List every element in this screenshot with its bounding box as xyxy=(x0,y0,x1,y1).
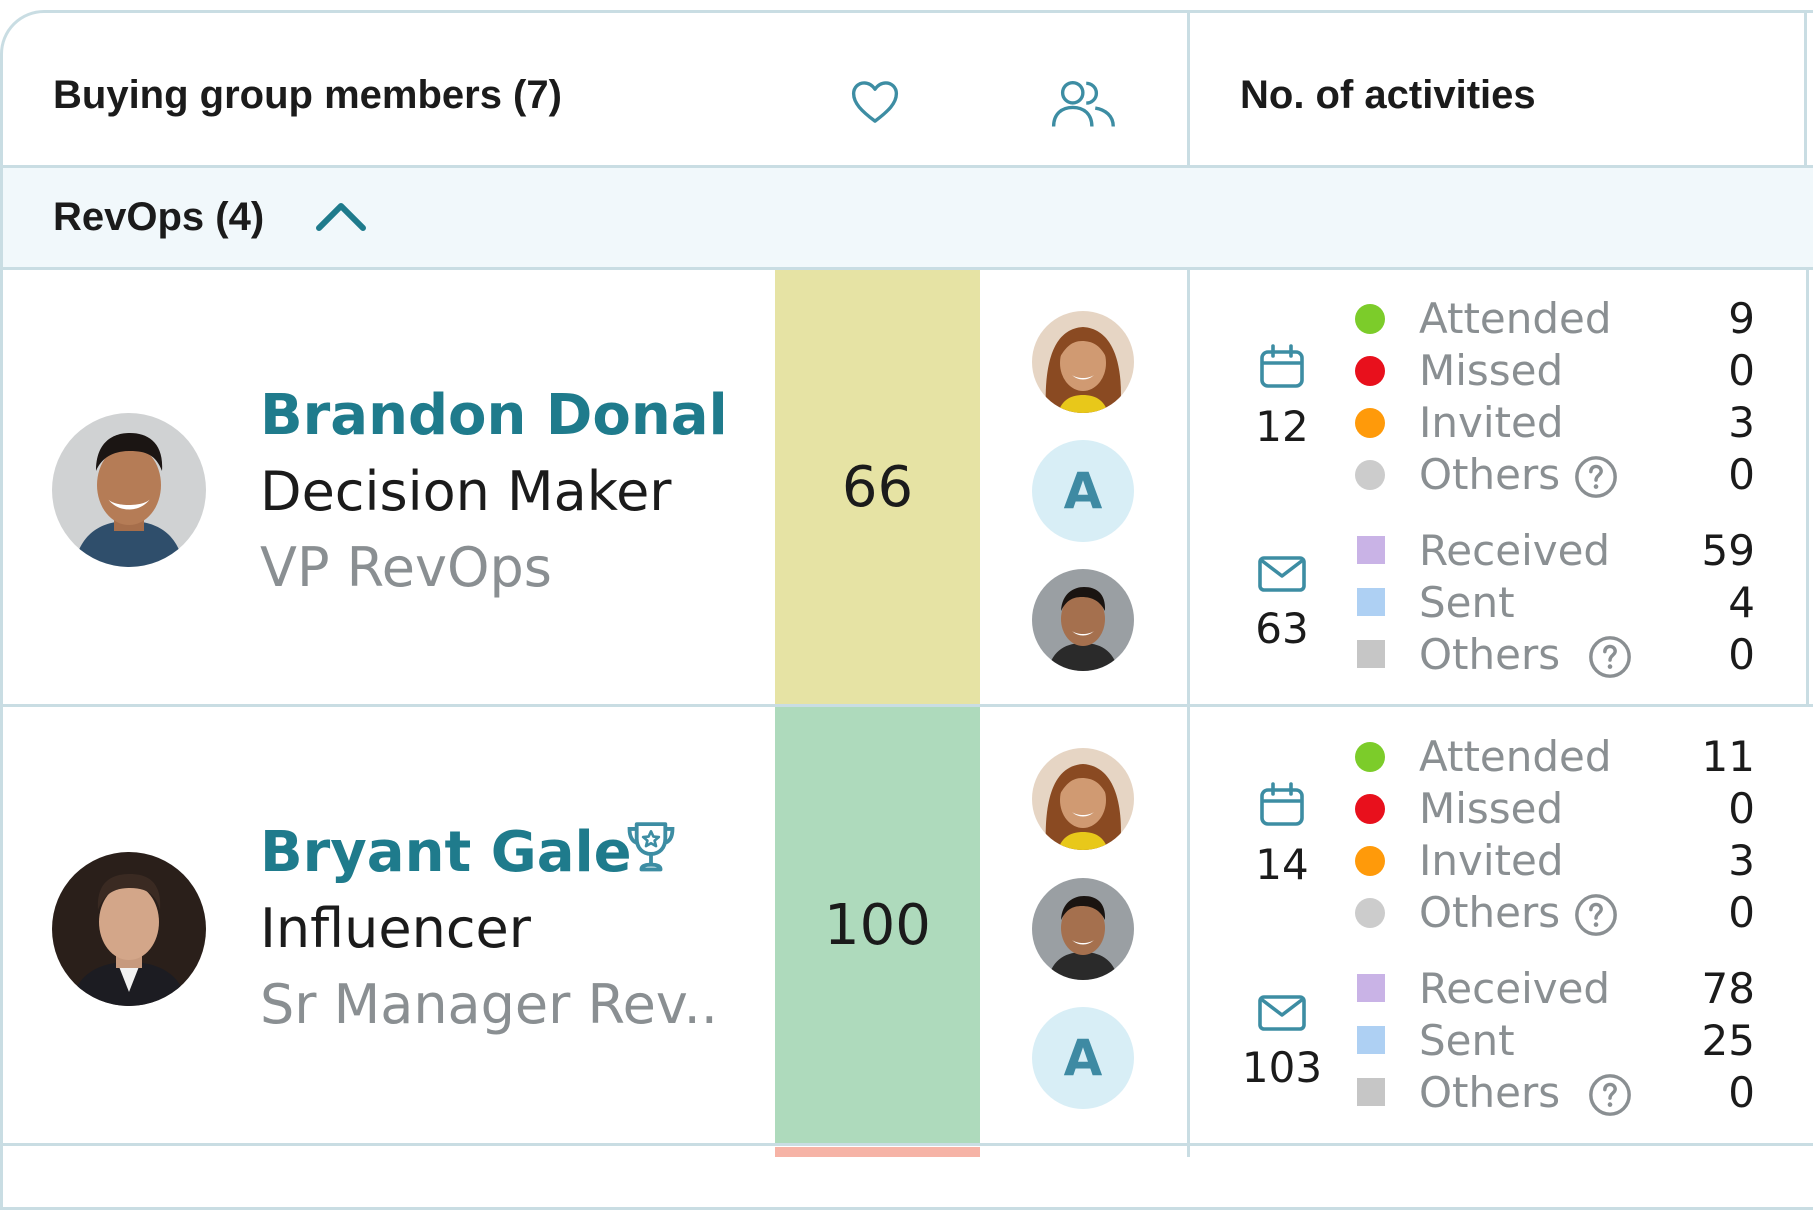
member-role: Decision Maker xyxy=(260,460,672,523)
missed-dot xyxy=(1355,794,1385,824)
calendar-icon xyxy=(1256,342,1308,397)
others-swatch xyxy=(1357,640,1385,668)
table-header: Buying group members (7) No. of activiti… xyxy=(0,13,1813,165)
missed-dot xyxy=(1355,356,1385,386)
divider xyxy=(0,1143,1813,1146)
member-name-link[interactable]: Bryant Gale xyxy=(260,820,632,885)
help-icon[interactable] xyxy=(1573,454,1619,505)
divider xyxy=(1187,269,1190,1157)
avatar[interactable] xyxy=(52,852,206,1006)
legend-others: Others 0 xyxy=(1355,1068,1755,1117)
legend-attended: Attended 9 xyxy=(1355,294,1755,343)
calendar-icon xyxy=(1256,780,1308,835)
legend-received: Received 59 xyxy=(1355,526,1755,575)
engagement-score: 100 xyxy=(775,707,980,1143)
stakeholder-avatar[interactable] xyxy=(1032,311,1134,413)
legend-sent: Sent 25 xyxy=(1355,1016,1755,1065)
sent-swatch xyxy=(1357,588,1385,616)
legend-invited: Invited 3 xyxy=(1355,398,1755,447)
people-icon[interactable] xyxy=(1048,77,1120,136)
chevron-up-icon[interactable] xyxy=(313,198,369,239)
others-swatch xyxy=(1357,1078,1385,1106)
members-column-header[interactable]: Buying group members (7) xyxy=(53,73,562,117)
table-row[interactable]: Brandon Donal Decision Maker VP RevOps 6… xyxy=(0,270,1813,704)
help-icon[interactable] xyxy=(1587,1072,1633,1123)
group-label: RevOps (4) xyxy=(53,195,265,239)
legend-others: Others 0 xyxy=(1355,450,1755,499)
stakeholder-avatar[interactable] xyxy=(1032,748,1134,850)
others-dot xyxy=(1355,898,1385,928)
invited-dot xyxy=(1355,846,1385,876)
table-row[interactable]: Bryant Gale Influencer Sr Manager Rev.. … xyxy=(0,707,1813,1143)
divider xyxy=(0,165,1813,168)
others-dot xyxy=(1355,460,1385,490)
divider xyxy=(1804,12,1807,167)
received-swatch xyxy=(1357,536,1385,564)
mail-icon xyxy=(1256,991,1308,1040)
mail-icon xyxy=(1256,552,1308,601)
divider xyxy=(1187,12,1190,167)
engagement-score: 66 xyxy=(775,270,980,704)
invited-dot xyxy=(1355,408,1385,438)
help-icon[interactable] xyxy=(1587,634,1633,685)
attended-dot xyxy=(1355,742,1385,772)
attended-dot xyxy=(1355,304,1385,334)
legend-received: Received 78 xyxy=(1355,964,1755,1013)
received-swatch xyxy=(1357,974,1385,1002)
legend-sent: Sent 4 xyxy=(1355,578,1755,627)
stakeholder-avatar[interactable] xyxy=(1032,569,1134,671)
member-role: Influencer xyxy=(260,897,531,960)
member-name-link[interactable]: Brandon Donal xyxy=(260,383,728,448)
meetings-total: 12 xyxy=(1255,402,1309,451)
member-job-title: Sr Manager Rev.. xyxy=(260,973,718,1036)
divider xyxy=(0,704,1813,707)
group-row-revops[interactable]: RevOps (4) xyxy=(3,168,1813,267)
avatar[interactable] xyxy=(52,413,206,567)
emails-total: 63 xyxy=(1255,604,1309,653)
emails-total: 103 xyxy=(1241,1043,1323,1092)
heart-icon[interactable] xyxy=(848,75,902,134)
legend-invited: Invited 3 xyxy=(1355,836,1755,885)
legend-missed: Missed 0 xyxy=(1355,346,1755,395)
engagement-score-peek xyxy=(775,1147,980,1157)
sent-swatch xyxy=(1357,1026,1385,1054)
trophy-icon xyxy=(622,817,680,884)
stakeholder-avatar-initial[interactable]: A xyxy=(1032,440,1134,542)
meetings-total: 14 xyxy=(1255,840,1309,889)
legend-attended: Attended 11 xyxy=(1355,732,1755,781)
divider xyxy=(0,267,1813,270)
help-icon[interactable] xyxy=(1573,892,1619,943)
legend-others: Others 0 xyxy=(1355,630,1755,679)
legend-missed: Missed 0 xyxy=(1355,784,1755,833)
legend-others: Others 0 xyxy=(1355,888,1755,937)
activities-column-header[interactable]: No. of activities xyxy=(1240,73,1536,117)
stakeholder-avatar[interactable] xyxy=(1032,878,1134,980)
divider xyxy=(1806,269,1809,704)
stakeholder-avatar-initial[interactable]: A xyxy=(1032,1007,1134,1109)
member-job-title: VP RevOps xyxy=(260,536,552,599)
